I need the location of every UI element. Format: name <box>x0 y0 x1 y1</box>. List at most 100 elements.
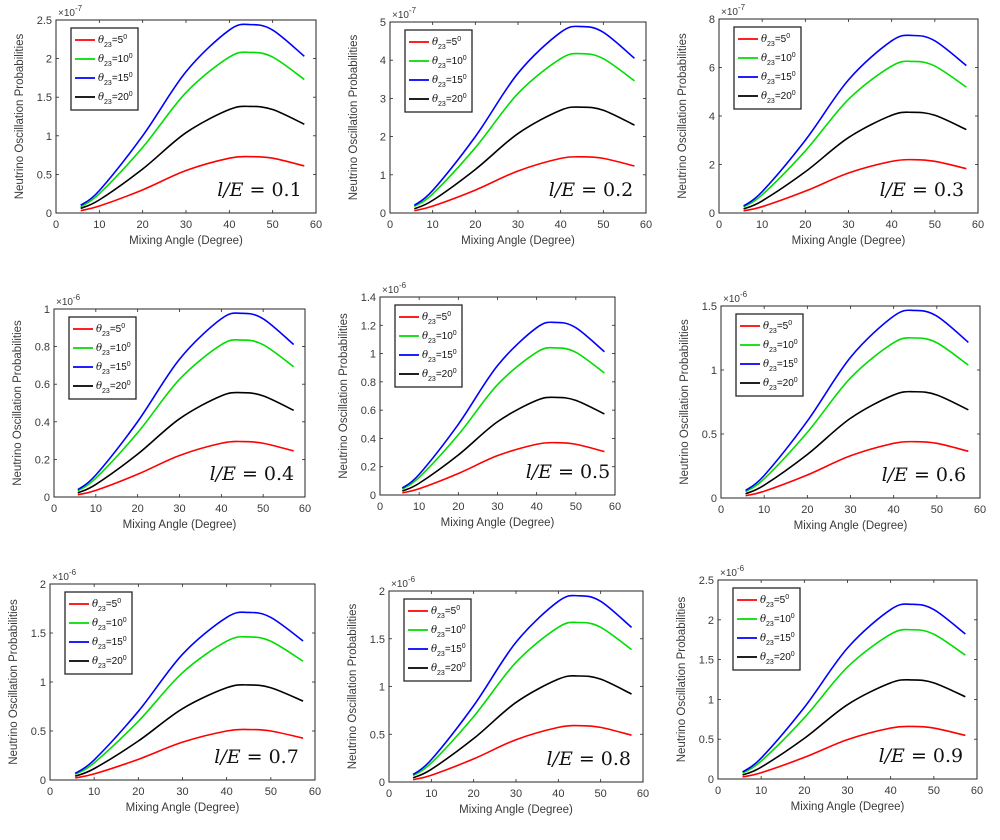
annotation-value: 0.4 <box>264 463 294 485</box>
legend-item: θ23=200 <box>69 655 127 670</box>
x-axis-label: Mixing Angle (Degree) <box>441 517 555 529</box>
legend-subscript: 23 <box>428 319 436 326</box>
legend-label: θ23=50 <box>760 594 789 609</box>
series-line-theta23-5 <box>742 725 966 778</box>
series-line-theta23-5 <box>743 158 967 212</box>
legend-theta: θ <box>98 92 104 103</box>
legend-value: =20 <box>106 656 123 667</box>
legend-label: θ23=100 <box>98 53 133 68</box>
annotation-lhs: l/E <box>217 179 243 201</box>
x-tick-label: 40 <box>555 219 567 231</box>
x-axis-label: Mixing Angle (Degree) <box>123 519 237 531</box>
legend-label: θ23=100 <box>92 617 127 632</box>
x-tick-label: 10 <box>758 504 770 516</box>
annotation-label: l/E = 0.6 <box>882 464 967 486</box>
legend-item: θ23=150 <box>75 72 133 87</box>
legend-item: θ23=50 <box>740 320 792 335</box>
legend-label: θ23=100 <box>432 55 467 70</box>
legend-theta: θ <box>761 34 767 45</box>
legend-value: =15 <box>436 350 453 361</box>
y-tick-label: 0.5 <box>31 726 46 738</box>
legend-item: θ23=200 <box>73 380 131 395</box>
legend-subscript: 23 <box>766 659 774 666</box>
x-tick-label: 0 <box>51 503 57 515</box>
y-tick-label: 0.8 <box>35 342 50 354</box>
legend-item: θ23=200 <box>408 662 466 677</box>
legend-item: θ23=150 <box>738 71 796 86</box>
y-tick-label: 0.2 <box>35 454 50 466</box>
legend-subscript: 23 <box>437 613 445 620</box>
series-line-theta23-10 <box>743 60 967 208</box>
chart-panel: 0 10 20 30 40 50 60 0 0.5 1 1.5 2 2.5 ×10-7 Mixing Ang… <box>14 4 322 247</box>
legend-theta: θ <box>96 381 102 392</box>
x-tick-label: 50 <box>257 503 269 515</box>
annotation-equals: = <box>242 463 258 485</box>
legend-value: =10 <box>445 625 462 636</box>
annotation-background <box>540 747 632 773</box>
y-tick-label: 2 <box>708 615 714 627</box>
series-line-theta23-5 <box>80 155 305 212</box>
x-tick-label: 0 <box>47 786 53 798</box>
y-tick-label: 0 <box>709 208 715 220</box>
x-tick-label: 30 <box>842 219 854 231</box>
y-multiplier-base: ×10 <box>721 7 738 18</box>
x-tick-label: 50 <box>267 219 279 231</box>
legend-item: θ23=150 <box>409 74 467 89</box>
x-tick-label: 50 <box>595 788 607 800</box>
x-tick-label: 50 <box>570 501 582 513</box>
legend-subscript: 23 <box>102 350 110 357</box>
y-tick-label: 0.2 <box>361 462 376 474</box>
x-tick-label: 40 <box>531 501 543 513</box>
legend-value: =15 <box>774 633 791 644</box>
legend-theta: θ <box>432 56 438 67</box>
legend-value: =10 <box>775 53 792 64</box>
legend-item: θ23=150 <box>740 358 798 373</box>
legend-value: =5 <box>775 34 787 45</box>
y-multiplier-label: ×10-6 <box>391 575 416 590</box>
y-tick-label: 1.5 <box>370 634 385 646</box>
y-axis-label: Neutrino Oscillation Probabilities <box>348 34 360 200</box>
legend-subscript: 23 <box>437 651 445 658</box>
legend-theta: θ <box>761 72 767 83</box>
y-multiplier-label: ×10-6 <box>56 293 81 308</box>
legend-label: θ23=200 <box>92 655 127 670</box>
legend-item: θ23=100 <box>69 617 127 632</box>
legend-label: θ23=50 <box>96 323 125 338</box>
x-tick-label: 20 <box>801 504 813 516</box>
x-tick-label: 30 <box>510 788 522 800</box>
y-tick-label: 1.4 <box>361 292 376 304</box>
legend-label: θ23=50 <box>98 34 127 49</box>
x-axis-label: Mixing Angle (Degree) <box>461 235 575 247</box>
x-tick-label: 20 <box>132 503 144 515</box>
y-tick-label: 0 <box>370 490 376 502</box>
legend-subscript: 23 <box>769 328 777 335</box>
legend-superscript: 0 <box>788 320 792 327</box>
series-line-theta23-5 <box>412 724 632 781</box>
y-multiplier-label: ×10-7 <box>721 3 746 18</box>
annotation-equals: = <box>912 179 928 201</box>
x-tick-label: 60 <box>309 786 321 798</box>
legend-item: θ23=50 <box>73 323 125 338</box>
axes-frame <box>388 590 644 783</box>
x-axis-label: Mixing Angle (Degree) <box>129 235 243 247</box>
legend-label: θ23=200 <box>760 651 795 666</box>
legend-label: θ23=50 <box>422 311 451 326</box>
x-tick-label: 40 <box>223 219 235 231</box>
legend-label: θ23=100 <box>761 52 796 67</box>
legend-superscript: 0 <box>463 93 467 100</box>
legend-theta: θ <box>96 343 102 354</box>
legend-superscript: 0 <box>785 594 789 601</box>
series-line-theta23-15 <box>77 312 295 491</box>
legend-subscript: 23 <box>438 63 446 70</box>
legend-superscript: 0 <box>453 330 457 337</box>
legend-value: =5 <box>436 312 448 323</box>
series-line-theta23-5 <box>77 440 294 496</box>
legend-subscript: 23 <box>102 369 110 376</box>
annotation-equals: = <box>914 464 930 486</box>
legend-subscript: 23 <box>437 670 445 677</box>
legend-superscript: 0 <box>456 605 460 612</box>
